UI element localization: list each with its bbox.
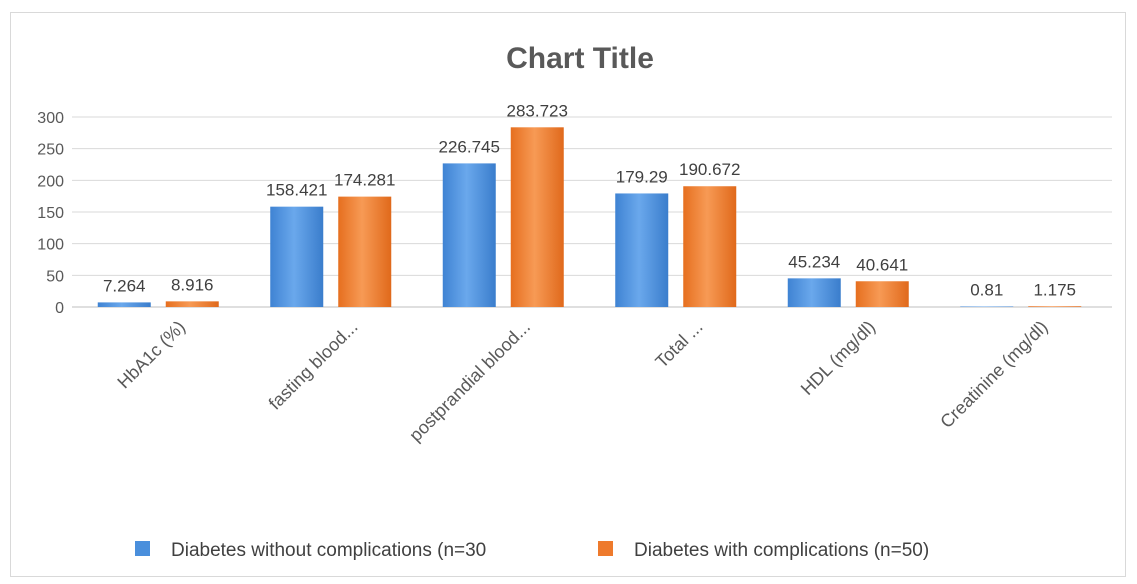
- bar-series-1: [442, 163, 496, 307]
- bar-series-2: [683, 186, 737, 307]
- data-label: 1.175: [1033, 280, 1076, 299]
- data-label: 0.81: [970, 280, 1003, 299]
- bar-series-2: [855, 281, 909, 307]
- gridlines: [72, 116, 1112, 308]
- chart-title: Chart Title: [506, 42, 654, 75]
- data-label: 226.745: [439, 137, 500, 156]
- data-label: 174.281: [334, 171, 395, 190]
- y-tick-label: 100: [37, 237, 64, 254]
- category-label: postprandial blood...: [405, 317, 534, 446]
- bar-series-2: [165, 301, 219, 307]
- category-label: HbA1c (%): [113, 317, 189, 393]
- bar-series-1: [615, 193, 669, 307]
- data-label: 40.641: [856, 255, 908, 274]
- y-axis-ticks: 0 50 100 150 200 250 300: [37, 110, 64, 317]
- category-label: Creatinine (mg/dl): [936, 317, 1051, 432]
- y-tick-label: 250: [37, 142, 64, 159]
- y-tick-label: 200: [37, 173, 64, 190]
- y-tick-label: 300: [37, 110, 64, 127]
- y-tick-label: 0: [55, 300, 64, 317]
- category-label: HDL (mg/dl): [797, 317, 879, 399]
- data-label: 8.916: [171, 275, 214, 294]
- bar-series-1: [960, 306, 1014, 307]
- legend-label-series-2: Diabetes with complications (n=50): [634, 540, 929, 561]
- data-label: 283.723: [507, 101, 568, 120]
- legend: Diabetes without complications (n=30 Diab…: [135, 540, 929, 561]
- data-label: 7.264: [103, 276, 146, 295]
- data-label: 45.234: [788, 252, 840, 271]
- y-tick-label: 50: [46, 268, 64, 285]
- category-labels: HbA1c (%) fasting blood... postprandial bl…: [113, 317, 1051, 446]
- y-tick-label: 150: [37, 205, 64, 222]
- data-label: 190.672: [679, 160, 740, 179]
- legend-swatch-series-1: [135, 541, 150, 556]
- category-label: Total ...: [651, 317, 706, 372]
- category-label: fasting blood...: [265, 317, 362, 414]
- bar-series-2: [1028, 306, 1082, 307]
- data-label: 158.421: [266, 181, 327, 200]
- bar-series-2: [338, 196, 392, 307]
- data-label: 179.29: [616, 167, 668, 186]
- chart-frame: [10, 12, 1126, 577]
- legend-swatch-series-2: [598, 541, 613, 556]
- bar-series-1: [787, 278, 841, 307]
- bars: [97, 127, 1082, 307]
- bar-series-1: [270, 206, 324, 307]
- bar-series-1: [97, 302, 151, 307]
- legend-label-series-1: Diabetes without complications (n=30: [171, 540, 486, 561]
- data-labels: 7.264 8.916 158.421 174.281 226.745 283.723 17…: [103, 101, 1076, 299]
- bar-series-2: [510, 127, 564, 307]
